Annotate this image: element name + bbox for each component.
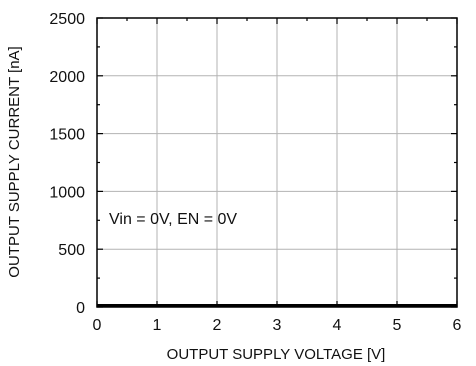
y-tick-label: 1500 (49, 127, 85, 144)
plot-frame (96, 17, 458, 308)
y-tick-label: 0 (76, 300, 85, 317)
y-tick-label: 2500 (49, 11, 85, 28)
x-tick-label: 2 (213, 317, 222, 334)
x-tick-label: 3 (273, 317, 282, 334)
y-tick-labels: 0 500 1000 1500 2000 2500 (49, 11, 85, 317)
x-tick-label: 1 (153, 317, 162, 334)
x-tick-label: 6 (453, 317, 462, 334)
y-axis-title: OUTPUT SUPPLY CURRENT [nA] (6, 46, 23, 277)
x-axis-title: OUTPUT SUPPLY VOLTAGE [V] (167, 346, 386, 363)
chart-annotation: Vin = 0V, EN = 0V (109, 211, 237, 228)
grid (97, 18, 457, 307)
x-tick-labels: 0 1 2 3 4 5 6 (93, 317, 462, 334)
x-tick-label: 4 (333, 317, 342, 334)
y-tick-label: 2000 (49, 69, 85, 86)
x-tick-label: 5 (393, 317, 402, 334)
x-tick-label: 0 (93, 317, 102, 334)
y-tick-label: 1000 (49, 184, 85, 201)
y-tick-label: 500 (58, 242, 85, 259)
